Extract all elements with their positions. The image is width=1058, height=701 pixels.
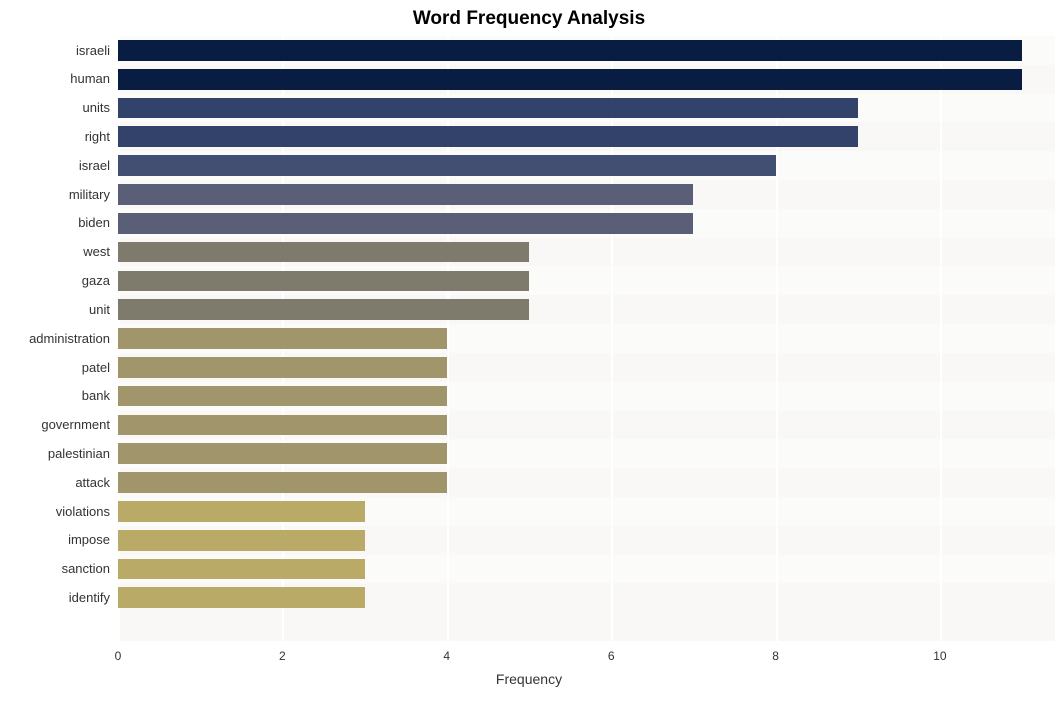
- y-tick-label: israel: [0, 158, 110, 173]
- x-tick-label: 0: [115, 649, 122, 663]
- y-tick-label: patel: [0, 360, 110, 375]
- chart-title: Word Frequency Analysis: [0, 8, 1058, 30]
- bar: [118, 559, 365, 580]
- y-tick-label: west: [0, 244, 110, 259]
- x-tick-label: 6: [608, 649, 615, 663]
- y-tick-label: attack: [0, 475, 110, 490]
- chart-container: Word Frequency Analysis israeli human unit…: [0, 0, 1058, 701]
- x-axis-ticks: 0 2 4 6 8 10: [118, 649, 1055, 669]
- x-tick-label: 10: [933, 649, 946, 663]
- y-tick-label: violations: [0, 504, 110, 519]
- y-tick-label: palestinian: [0, 446, 110, 461]
- bar: [118, 69, 1022, 90]
- y-tick-label: right: [0, 129, 110, 144]
- bar: [118, 530, 365, 551]
- y-tick-label: israeli: [0, 43, 110, 58]
- y-tick-label: identify: [0, 590, 110, 605]
- bar: [118, 587, 365, 608]
- bar: [118, 299, 529, 320]
- bar: [118, 328, 447, 349]
- bar: [118, 443, 447, 464]
- bar: [118, 40, 1022, 61]
- bar: [118, 386, 447, 407]
- bar: [118, 271, 529, 292]
- bar: [118, 213, 693, 234]
- y-tick-label: government: [0, 417, 110, 432]
- y-axis-labels: israeli human units right israel military bide…: [0, 36, 110, 641]
- plot-area: [118, 36, 1055, 641]
- y-tick-label: human: [0, 71, 110, 86]
- y-tick-label: administration: [0, 331, 110, 346]
- bar: [118, 126, 858, 147]
- bar: [118, 415, 447, 436]
- x-tick-label: 4: [443, 649, 450, 663]
- y-tick-label: units: [0, 100, 110, 115]
- x-tick-label: 2: [279, 649, 286, 663]
- y-tick-label: biden: [0, 215, 110, 230]
- bar: [118, 472, 447, 493]
- y-tick-label: bank: [0, 388, 110, 403]
- bar: [118, 501, 365, 522]
- bar: [118, 98, 858, 119]
- y-tick-label: impose: [0, 532, 110, 547]
- bar: [118, 184, 693, 205]
- x-axis-title: Frequency: [0, 671, 1058, 687]
- x-tick-label: 8: [772, 649, 779, 663]
- y-tick-label: gaza: [0, 273, 110, 288]
- y-tick-label: sanction: [0, 561, 110, 576]
- bar: [118, 242, 529, 263]
- y-tick-label: military: [0, 187, 110, 202]
- y-tick-label: unit: [0, 302, 110, 317]
- bar: [118, 155, 776, 176]
- grid-line: [940, 36, 942, 641]
- bar: [118, 357, 447, 378]
